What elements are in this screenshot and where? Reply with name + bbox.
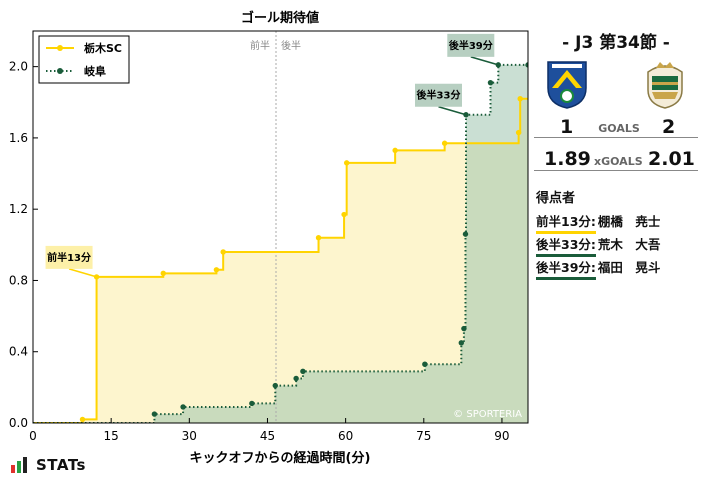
data-point: [462, 231, 469, 237]
annotation-label: 前半13分: [47, 251, 91, 264]
data-point: [213, 267, 220, 273]
legend-label-gifu: 岐阜: [84, 64, 106, 78]
legend-marker-tochigi: [57, 45, 63, 51]
data-point: [487, 79, 494, 86]
annotation-pointer: [68, 268, 97, 278]
series-area-tochigi: [33, 98, 528, 423]
x-tick-label: 45: [260, 429, 275, 443]
data-point: [151, 411, 158, 417]
scorer-row: 前半13分: 棚橋 尭士: [536, 211, 660, 234]
plot-frame: [32, 30, 529, 424]
y-tick-label: 0.0: [9, 416, 28, 430]
home-score: 1: [560, 116, 574, 138]
divider: [534, 137, 698, 138]
y-tick-label: 0.8: [9, 273, 28, 287]
data-point: [300, 368, 306, 375]
y-tick-label: 2.0: [9, 60, 28, 74]
annotation-box: [414, 83, 462, 107]
x-tick-label: 60: [338, 429, 353, 443]
xgoals-label: xGOALS: [594, 155, 643, 168]
data-point: [341, 211, 347, 218]
scorer-name: 福田 晃斗: [597, 260, 661, 275]
half-labels: 前半 後半: [250, 39, 301, 52]
data-point: [315, 234, 322, 241]
scorer-row: 後半39分: 福田 晃斗: [536, 257, 660, 280]
annotation-pointer: [470, 56, 499, 66]
away-xg: 2.01: [648, 148, 695, 170]
scorer-name: 荒木 大吾: [597, 237, 661, 252]
data-point: [272, 382, 278, 389]
xg-chart: ゴール期待値 前半 後半 © SPORTERIA 0 15 30 45 60 75 90 0.…: [9, 10, 529, 466]
data-point: [249, 400, 255, 407]
data-point: [343, 160, 350, 166]
legend-box: [38, 35, 130, 84]
scorer-time: 後半33分:: [536, 234, 596, 257]
x-tick-label: 75: [416, 429, 431, 443]
data-point: [441, 140, 448, 146]
data-point: [180, 404, 186, 410]
legend: 栃木SC 岐阜: [38, 35, 130, 84]
x-tick-label: 90: [494, 429, 509, 443]
y-tick-label: 1.6: [9, 131, 28, 145]
tochigi-sc-crest-icon: [547, 61, 587, 109]
legend-label-tochigi: 栃木SC: [84, 41, 122, 55]
data-point: [517, 96, 523, 102]
logo-text: STATs: [36, 456, 86, 474]
data-point: [293, 375, 299, 382]
home-xg: 1.89: [544, 148, 591, 170]
data-point: [458, 340, 465, 346]
x-axis-label: キックオフからの経過時間(分): [190, 450, 371, 466]
data-point: [392, 147, 398, 154]
data-point: [160, 270, 166, 277]
y-tick-label: 1.2: [9, 202, 28, 216]
x-tick-label: 30: [182, 429, 197, 443]
match-title: - J3 第34節 -: [562, 33, 670, 53]
divider: [534, 170, 698, 171]
annotation-box: [45, 245, 93, 269]
goals-label: GOALS: [598, 122, 640, 135]
x-tick-label: 0: [29, 429, 37, 443]
y-tick-label: 0.4: [9, 345, 28, 359]
annotation-label: 後半33分: [417, 89, 461, 102]
scorers-title: 得点者: [536, 191, 576, 206]
series-line-gifu: [33, 63, 528, 423]
data-point: [461, 325, 467, 332]
x-tick-label: 15: [104, 429, 119, 443]
bar-chart-icon: [11, 457, 27, 473]
data-point: [422, 361, 428, 367]
data-point: [79, 416, 86, 423]
annotation-box: [447, 33, 495, 57]
scorer-row: 後半33分: 荒木 大吾: [536, 234, 660, 257]
annotation-label: 後半39分: [449, 39, 493, 52]
credit: © SPORTERIA: [453, 409, 522, 420]
chart-title: ゴール期待値: [241, 10, 319, 26]
scorer-name: 棚橋 尭士: [597, 214, 661, 229]
scorer-time: 後半39分:: [536, 257, 596, 280]
away-score: 2: [662, 116, 676, 138]
second-half-label: 後半: [281, 39, 301, 52]
scorer-time: 前半13分:: [536, 211, 596, 234]
legend-marker-gifu: [57, 68, 63, 74]
first-half-label: 前半: [250, 39, 270, 52]
data-point: [220, 249, 226, 255]
data-point: [525, 62, 528, 68]
annotation-pointer: [438, 106, 467, 116]
data-point: [515, 129, 522, 136]
stats-logo: STATs: [10, 456, 100, 475]
series-area-gifu: [33, 64, 528, 423]
fc-gifu-crest-icon: [647, 62, 683, 109]
